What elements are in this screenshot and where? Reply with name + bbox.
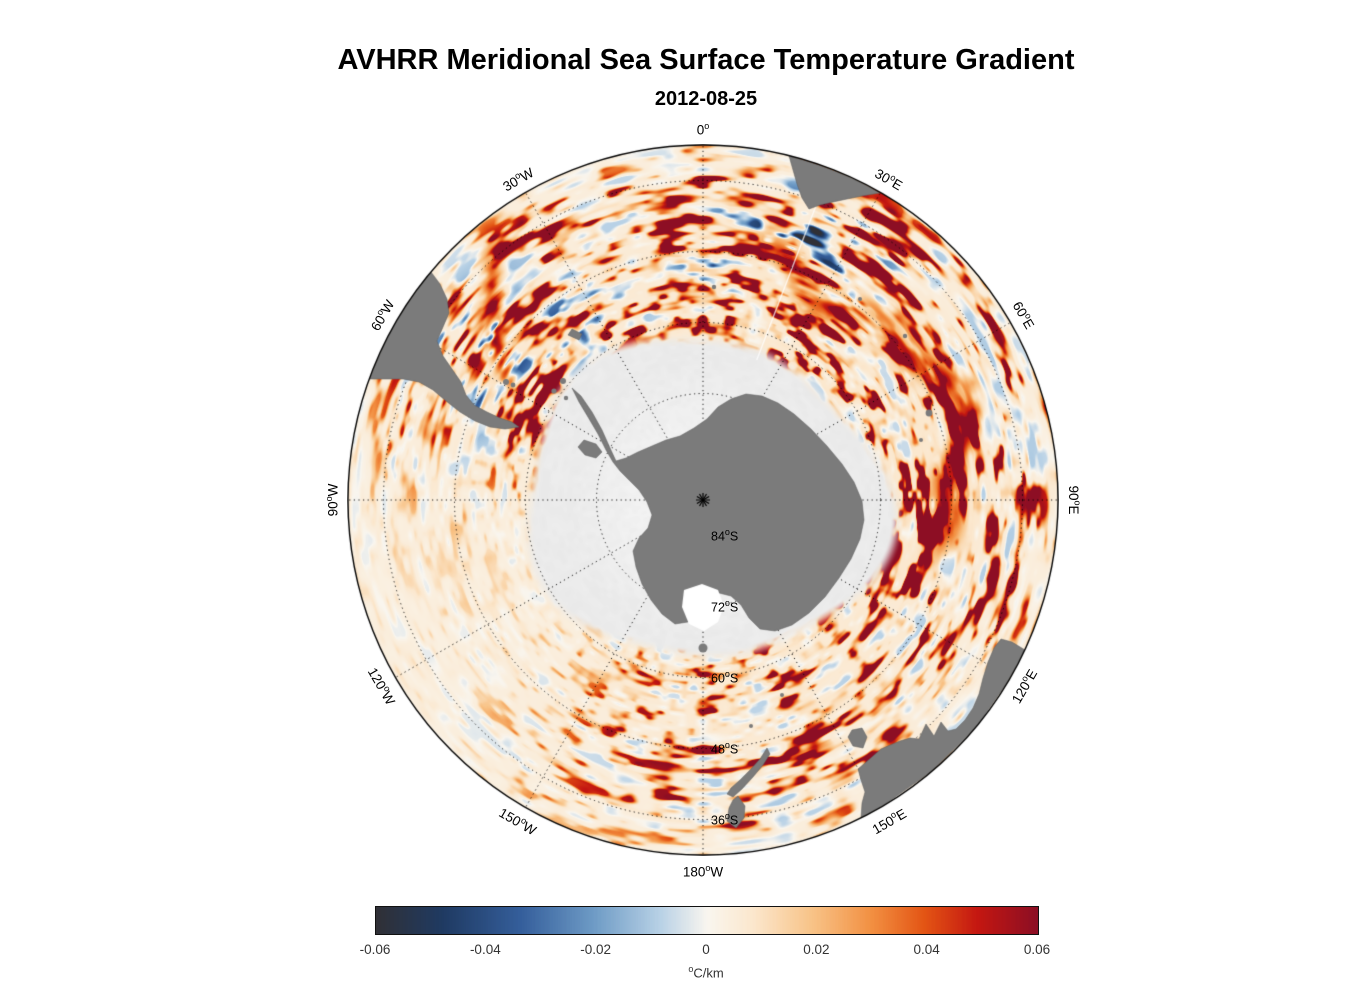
lon-label-90E: 90oE xyxy=(1065,485,1083,515)
unit-text: C/km xyxy=(693,965,724,981)
degree-mark: o xyxy=(688,964,694,974)
figure-date: 2012-08-25 xyxy=(654,88,758,110)
colorbar-gradient xyxy=(375,906,1039,935)
lon-label-180W: 180oW xyxy=(682,862,724,880)
colorbar-tick-0: 0 xyxy=(702,942,710,957)
sst-gradient-map-canvas xyxy=(347,144,1059,856)
colorbar: -0.06 -0.04 -0.02 0 0.02 0.04 0.06 oC/km xyxy=(360,906,1050,986)
colorbar-tick-0.02: 0.02 xyxy=(803,942,830,957)
colorbar-tick--0.06: -0.06 xyxy=(359,942,391,957)
colorbar-unit-label: oC/km xyxy=(375,964,1037,980)
colorbar-tick-0.06: 0.06 xyxy=(1023,942,1051,957)
colorbar-tick-0.04: 0.04 xyxy=(913,942,940,957)
lon-label-90W: 90oW xyxy=(323,483,341,517)
figure-title: AVHRR Meridional Sea Surface Temperature… xyxy=(337,44,1075,76)
lon-label-0: 0o xyxy=(696,120,710,138)
colorbar-tick--0.04: -0.04 xyxy=(469,942,501,957)
colorbar-tick--0.02: -0.02 xyxy=(580,942,612,957)
